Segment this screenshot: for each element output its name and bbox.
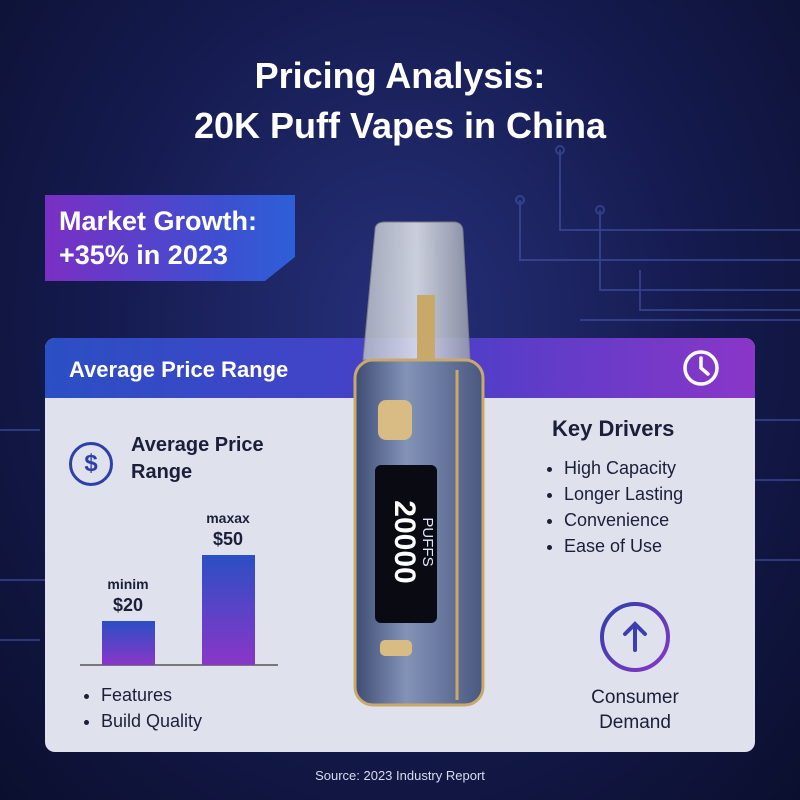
title-line: Pricing Analysis: xyxy=(254,55,546,96)
demand-label: Consumer Demand xyxy=(545,685,725,735)
price-title: Average Price Range xyxy=(131,432,264,486)
price-chart: $20 minim $50 maxax xyxy=(80,510,278,666)
display-number: 20000 xyxy=(388,500,421,583)
device: 20000 PUFFS xyxy=(353,221,485,707)
demand-line: Demand xyxy=(599,712,671,733)
badge-line: Market Growth: xyxy=(59,206,258,236)
growth-badge: Market Growth: +35% in 2023 xyxy=(45,195,295,281)
note: Features xyxy=(101,682,202,708)
clock-icon xyxy=(683,350,719,386)
badge-line: +35% in 2023 xyxy=(59,240,228,270)
driver: High Capacity xyxy=(564,455,683,481)
driver: Ease of Use xyxy=(564,533,683,559)
price-notes: Features Build Quality xyxy=(81,682,202,734)
drivers-list: High Capacity Longer Lasting Convenience… xyxy=(544,455,683,559)
dollar-icon: $ xyxy=(69,442,113,486)
driver: Convenience xyxy=(564,507,683,533)
display-unit: PUFFS xyxy=(419,517,436,566)
drivers-title: Key Drivers xyxy=(552,416,675,441)
bar xyxy=(102,621,155,665)
note: Build Quality xyxy=(101,708,202,734)
price-title-line: Range xyxy=(131,461,193,483)
category-label: minim xyxy=(107,576,148,592)
driver: Longer Lasting xyxy=(564,481,683,507)
source: Source: 2023 Industry Report xyxy=(315,768,485,783)
demand-line: Consumer xyxy=(591,687,679,708)
title-line: 20K Puff Vapes in China xyxy=(193,105,607,146)
price-title-line: Average Price xyxy=(131,434,264,456)
arrow-icon xyxy=(600,602,670,672)
value-label: $20 xyxy=(113,595,143,615)
bar xyxy=(202,555,255,665)
category-label: maxax xyxy=(206,510,250,526)
panel-title: Average Price Range xyxy=(69,357,289,382)
value-label: $50 xyxy=(213,529,243,549)
